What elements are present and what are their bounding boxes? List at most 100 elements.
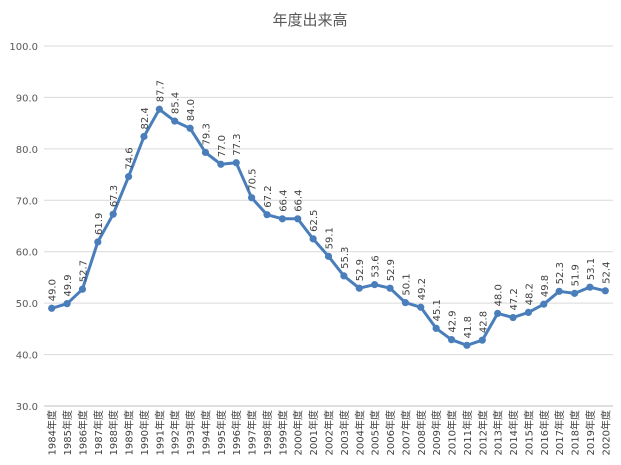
y-tick-label: 100.0 — [9, 42, 38, 53]
data-point — [355, 284, 363, 292]
x-tick-label: 1997年度 — [246, 410, 259, 455]
x-tick-label: 2001年度 — [307, 410, 320, 455]
x-tick-label: 2018年度 — [569, 410, 582, 455]
data-label: 49.9 — [63, 274, 74, 296]
x-tick-label: 1985年度 — [61, 410, 74, 455]
x-tick-label: 1996年度 — [230, 410, 243, 455]
data-label: 59.1 — [325, 227, 336, 249]
x-tick-label: 1994年度 — [199, 410, 212, 455]
x-tick-label: 1987年度 — [92, 410, 105, 455]
data-label: 77.0 — [217, 135, 228, 157]
y-tick-label: 80.0 — [16, 145, 38, 156]
data-label: 52.9 — [386, 259, 397, 281]
data-label: 48.0 — [494, 284, 505, 306]
data-label: 49.2 — [417, 278, 428, 300]
data-label: 49.0 — [48, 279, 59, 301]
y-tick-label: 50.0 — [16, 299, 38, 310]
data-point — [324, 252, 333, 260]
data-label: 85.4 — [171, 92, 182, 114]
data-point — [447, 336, 456, 344]
x-tick-label: 1986年度 — [76, 410, 89, 455]
data-point — [48, 304, 56, 312]
x-tick-label: 1984年度 — [46, 410, 59, 455]
data-point — [248, 194, 256, 202]
x-tick-label: 1993年度 — [184, 410, 197, 455]
data-point — [171, 117, 179, 125]
x-tick-label: 2019年度 — [584, 410, 597, 455]
data-label: 82.4 — [140, 107, 151, 129]
data-point — [309, 235, 317, 243]
x-tick-label: 2010年度 — [446, 410, 459, 455]
x-tick-label: 2011年度 — [461, 410, 474, 455]
data-point — [463, 341, 471, 349]
data-label: 77.3 — [232, 133, 243, 155]
data-label: 74.6 — [125, 147, 136, 169]
gridlines — [44, 45, 613, 407]
data-label: 41.8 — [463, 316, 474, 338]
x-tick-label: 1988年度 — [107, 410, 120, 455]
data-label: 67.3 — [109, 185, 120, 207]
data-point — [570, 289, 579, 297]
x-tick-label: 2012年度 — [476, 410, 489, 455]
x-tick-label: 2015年度 — [522, 410, 535, 455]
x-tick-label: 2004年度 — [353, 410, 366, 455]
y-tick-label: 90.0 — [16, 93, 38, 104]
data-point — [109, 210, 117, 218]
data-label: 62.5 — [309, 210, 320, 232]
data-label: 52.7 — [78, 260, 89, 282]
x-tick-label: 1989年度 — [123, 410, 136, 455]
data-point — [186, 124, 194, 132]
y-tick-label: 60.0 — [16, 248, 38, 259]
data-label: 66.4 — [294, 190, 305, 212]
data-point — [555, 287, 563, 295]
x-tick-label: 2016年度 — [538, 410, 551, 455]
data-point — [509, 313, 517, 322]
data-label: 84.0 — [186, 99, 197, 121]
data-point — [540, 300, 548, 308]
data-label: 87.7 — [155, 80, 166, 102]
data-point — [140, 132, 148, 141]
x-tick-label: 2003年度 — [338, 410, 351, 455]
data-point — [401, 299, 409, 307]
data-point — [294, 215, 302, 223]
data-point — [524, 308, 533, 316]
x-axis-ticks: 1984年度 1985年度 1986年度 1987年度 1988年度 1989年度 1990… — [46, 410, 613, 455]
y-tick-label: 70.0 — [16, 196, 38, 207]
data-label: 53.1 — [586, 258, 597, 280]
data-point — [278, 215, 286, 223]
data-label: 70.5 — [248, 168, 259, 190]
x-tick-label: 2013年度 — [492, 410, 505, 455]
data-label: 79.3 — [201, 123, 212, 145]
data-labels: 49.0 49.9 52.7 61.9 67.3 74.6 82.4 87.7 85.4 84.0… — [48, 80, 613, 338]
data-point — [63, 300, 71, 308]
data-point — [232, 159, 240, 167]
data-point — [432, 324, 440, 332]
data-label: 52.3 — [555, 262, 566, 284]
x-tick-label: 2007年度 — [399, 410, 412, 455]
data-point — [78, 285, 87, 293]
data-label: 52.9 — [355, 259, 366, 281]
x-tick-label: 2020年度 — [599, 410, 612, 455]
data-point — [155, 105, 163, 113]
x-tick-label: 1992年度 — [169, 410, 182, 455]
data-point — [586, 283, 594, 291]
data-label: 61.9 — [94, 213, 105, 235]
data-label: 51.9 — [571, 264, 582, 286]
data-point — [124, 173, 133, 181]
x-tick-label: 2009年度 — [430, 410, 443, 455]
x-tick-label: 1991年度 — [153, 410, 166, 455]
data-label: 50.1 — [401, 273, 412, 295]
data-point — [371, 281, 379, 289]
x-tick-label: 1998年度 — [261, 410, 274, 455]
data-label: 42.9 — [448, 310, 459, 332]
data-label: 67.2 — [263, 185, 274, 207]
data-label: 47.2 — [509, 288, 520, 310]
x-tick-label: 2014年度 — [507, 410, 520, 455]
data-point — [601, 287, 609, 295]
x-tick-label: 2006年度 — [384, 410, 397, 455]
data-label: 45.1 — [432, 299, 443, 321]
x-tick-label: 2017年度 — [553, 410, 566, 455]
data-label: 48.2 — [524, 283, 535, 305]
